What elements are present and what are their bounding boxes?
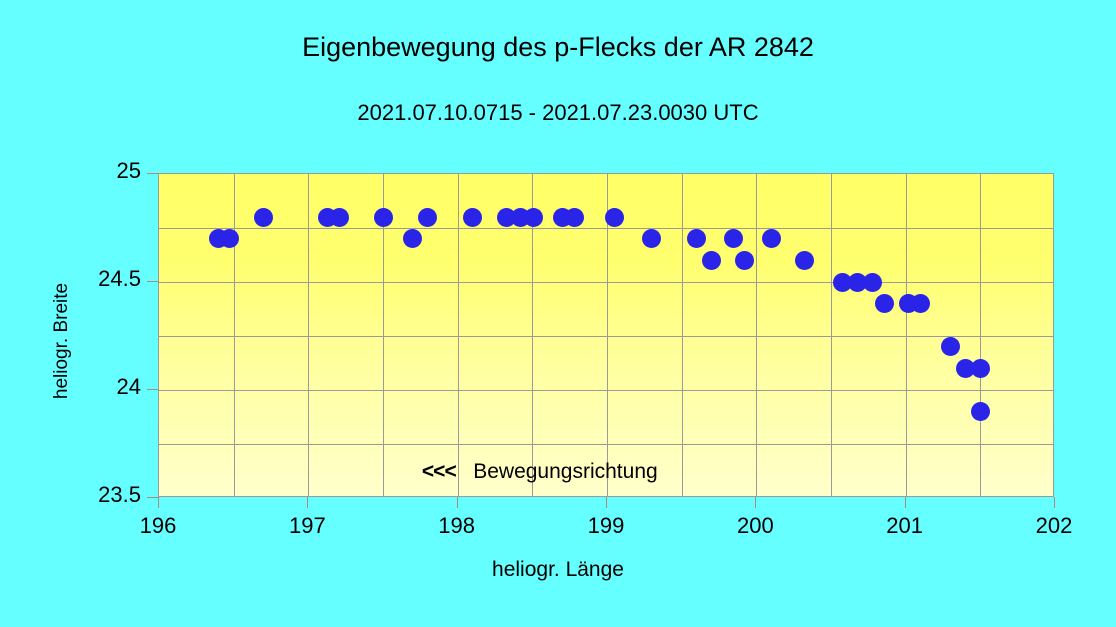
x-axis-tick-label: 202 xyxy=(1035,513,1073,538)
data-point xyxy=(875,294,895,314)
y-axis-tick xyxy=(147,281,158,282)
y-axis-tick xyxy=(147,389,158,390)
y-axis-tick-label: 24 xyxy=(116,374,141,399)
chart-title: Eigenbewegung des p-Flecks der AR 2842 xyxy=(302,32,814,62)
direction-annotation: <<< Bewegungsrichtung xyxy=(422,460,658,484)
x-axis-tick xyxy=(1054,497,1055,508)
data-point xyxy=(642,229,662,249)
x-axis-tick xyxy=(755,497,756,508)
direction-annotation-label: Bewegungsrichtung xyxy=(455,460,658,484)
data-point xyxy=(403,229,423,249)
plot-area: <<< Bewegungsrichtung xyxy=(158,173,1054,497)
gridline-vertical xyxy=(980,174,981,496)
y-axis-tick-label: 24.5 xyxy=(98,266,141,291)
x-axis-tick xyxy=(158,497,159,508)
data-point xyxy=(761,229,781,249)
gridline-vertical xyxy=(532,174,533,496)
x-axis-tick xyxy=(307,497,308,508)
data-point xyxy=(833,272,853,292)
data-point xyxy=(564,207,584,227)
y-axis-tick xyxy=(147,173,158,174)
x-axis-tick-label: 198 xyxy=(438,513,476,538)
data-point xyxy=(604,207,624,227)
gridline-vertical xyxy=(756,174,757,496)
x-axis-tick-label: 200 xyxy=(736,513,774,538)
data-point xyxy=(702,250,722,270)
x-axis-tick-label: 197 xyxy=(288,513,326,538)
gridline-horizontal xyxy=(159,336,1053,337)
x-axis-tick-label: 201 xyxy=(886,513,924,538)
gridline-vertical xyxy=(831,174,832,496)
data-point xyxy=(463,207,483,227)
data-point xyxy=(418,207,438,227)
gridline-vertical xyxy=(682,174,683,496)
data-point xyxy=(911,294,931,314)
gridline-horizontal xyxy=(159,390,1053,391)
data-point xyxy=(955,358,975,378)
gridline-horizontal xyxy=(159,282,1053,283)
data-point xyxy=(794,250,814,270)
data-point xyxy=(848,272,868,292)
data-point xyxy=(219,229,239,249)
x-axis-title: heliogr. Länge xyxy=(492,558,624,581)
gridline-vertical xyxy=(458,174,459,496)
x-axis-tick-label: 196 xyxy=(139,513,177,538)
y-axis-tick-label: 23.5 xyxy=(98,482,141,507)
gridline-vertical xyxy=(383,174,384,496)
data-point xyxy=(970,358,990,378)
data-point xyxy=(330,207,350,227)
x-axis-tick-label: 199 xyxy=(587,513,625,538)
x-axis-tick xyxy=(457,497,458,508)
data-point xyxy=(724,229,744,249)
data-point xyxy=(254,207,274,227)
gridline-vertical xyxy=(234,174,235,496)
x-axis-tick xyxy=(606,497,607,508)
data-point xyxy=(734,250,754,270)
data-point xyxy=(373,207,393,227)
x-axis-tick xyxy=(905,497,906,508)
data-point xyxy=(970,402,990,422)
chart-subtitle: 2021.07.10.0715 - 2021.07.23.0030 UTC xyxy=(357,100,759,125)
gridline-vertical xyxy=(607,174,608,496)
y-axis-title: heliogr. Breite xyxy=(51,282,72,400)
gridline-vertical xyxy=(308,174,309,496)
data-point xyxy=(863,272,883,292)
y-axis-tick xyxy=(147,497,158,498)
y-axis-tick-label: 25 xyxy=(116,158,141,183)
direction-arrows-icon: <<< xyxy=(421,460,457,484)
data-point xyxy=(524,207,544,227)
gridline-vertical xyxy=(906,174,907,496)
data-point xyxy=(940,337,960,357)
gridline-horizontal xyxy=(159,444,1053,445)
gridline-horizontal xyxy=(159,228,1053,229)
data-point xyxy=(687,229,707,249)
